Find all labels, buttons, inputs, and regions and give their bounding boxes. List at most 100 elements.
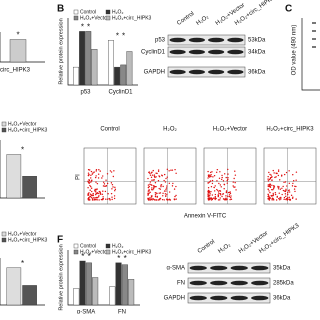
significance: *: [21, 259, 24, 268]
bar: [109, 286, 116, 306]
flow-dot: [215, 171, 218, 173]
flow-dot: [156, 172, 158, 175]
flow-dot: [151, 184, 153, 186]
row-size: 36kDa: [273, 296, 291, 302]
flow-dot: [276, 196, 278, 198]
blot-band: [251, 265, 269, 271]
flow-dot: [174, 168, 176, 171]
flow-dot: [294, 190, 296, 193]
bar: [115, 262, 122, 306]
flow-dot: [113, 197, 116, 200]
flow-dot: [295, 185, 297, 188]
flow-dot: [227, 173, 229, 175]
flow-dot: [218, 182, 220, 185]
flow-dot: [283, 181, 285, 183]
flow-dot: [288, 182, 291, 185]
flow-dot: [101, 177, 103, 179]
flow-dot: [282, 189, 285, 192]
flow-dot: [154, 176, 156, 179]
flow-title: Control: [100, 127, 119, 133]
row-size: 285kDa: [273, 281, 294, 287]
bar: [22, 176, 37, 199]
flow-dot: [88, 199, 91, 201]
flow-dot: [268, 190, 270, 192]
flow-dot: [111, 184, 114, 186]
flow-dot: [292, 180, 295, 182]
flow-dot: [207, 191, 210, 194]
blot-band: [208, 49, 225, 55]
flow-dot: [220, 178, 223, 181]
flow-dot: [98, 199, 100, 201]
flow-dot: [158, 175, 160, 177]
blot-band: [189, 265, 207, 271]
flow-dot: [109, 199, 111, 201]
flow-dot: [290, 194, 293, 197]
bar: [6, 154, 22, 199]
significance: *: [81, 252, 84, 261]
flow-dot: [94, 188, 96, 191]
flow-dot: [151, 179, 153, 181]
row-label: CyclinD1: [141, 50, 166, 56]
flow-dot: [233, 186, 235, 188]
significance: *: [116, 31, 119, 40]
legend-swatch: [1, 231, 7, 237]
flow-dot: [233, 177, 235, 180]
flow-dot: [99, 191, 101, 193]
flow-dot: [92, 199, 94, 201]
flow-dot: [234, 181, 236, 184]
flow-dot: [219, 171, 221, 173]
flow-dot: [168, 198, 171, 201]
flow-dot: [295, 198, 297, 200]
flow-dot: [92, 194, 94, 197]
flow-dot: [272, 194, 274, 197]
flow-dot: [159, 192, 162, 194]
flow-dot: [217, 195, 219, 198]
flow-dot: [210, 186, 213, 188]
x-tick-label: CyclinD1: [108, 90, 133, 96]
flow-dot: [229, 197, 232, 199]
flow-title: H₂O₂: [163, 127, 177, 133]
flow-dot: [151, 188, 153, 191]
flow-dot: [157, 169, 160, 171]
flow-dot: [267, 198, 269, 200]
flow-dot: [286, 193, 289, 196]
flow-dot: [175, 185, 177, 188]
flow-dot: [285, 188, 287, 191]
flow-dot: [268, 171, 270, 174]
flow-dot: [164, 181, 167, 183]
flow-dot: [95, 175, 97, 177]
flow-frame: [143, 147, 197, 205]
blot-band: [208, 37, 225, 43]
flow-dot: [102, 175, 104, 177]
flow-dot: [219, 190, 222, 192]
flow-dot: [97, 196, 100, 198]
flow-title: H₂O₂+circ_HIPK3: [266, 127, 314, 133]
flow-dot: [211, 171, 213, 173]
flow-dot: [281, 193, 283, 196]
flow-dot: [211, 198, 214, 201]
row-label: GAPDH: [164, 296, 185, 302]
flow-dot: [223, 183, 225, 186]
flow-dot: [232, 185, 234, 187]
flow-dot: [285, 198, 287, 201]
flow-dot: [222, 198, 225, 200]
flow-dot: [172, 182, 174, 185]
flow-dot: [219, 197, 221, 199]
flow-dot: [283, 173, 286, 176]
flow-dot: [111, 196, 113, 198]
flow-dot: [268, 196, 270, 198]
flow-dot: [165, 188, 167, 191]
flow-dot: [272, 188, 275, 190]
flow-dot: [106, 173, 109, 175]
flow-dot: [163, 173, 166, 176]
flow-dot: [222, 180, 225, 182]
flow-dot: [103, 183, 106, 185]
flow-dot: [287, 198, 289, 200]
blot-band: [210, 265, 228, 271]
flow-dot: [279, 188, 282, 190]
flow-dot: [275, 199, 278, 201]
flow-dot: [164, 193, 167, 195]
flow-dot: [292, 196, 294, 198]
flow-dot: [281, 187, 283, 189]
bar: [85, 262, 92, 306]
